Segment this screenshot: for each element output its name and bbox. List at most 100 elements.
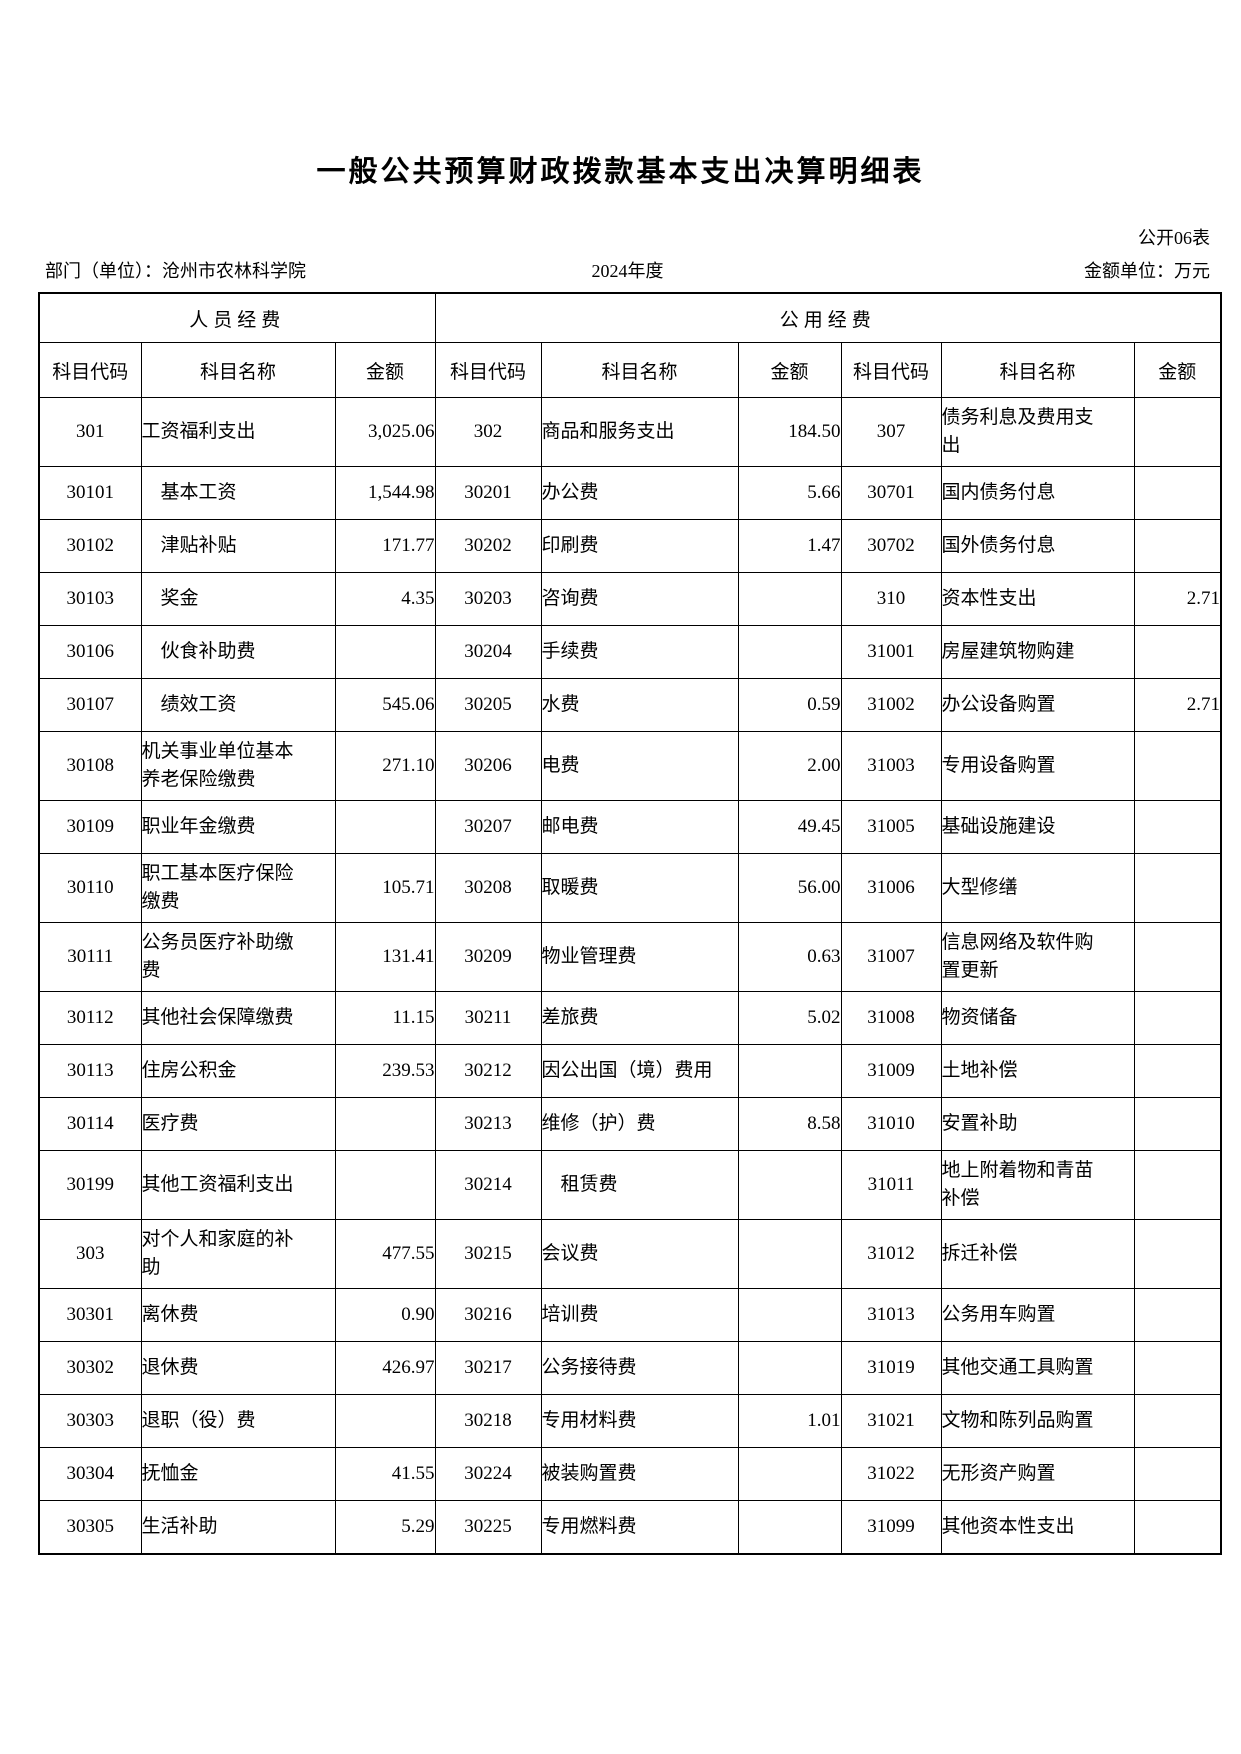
subject-name-cell: 拆迁补偿 (940, 1219, 1135, 1289)
column-header-subject-code: 科目代码 (840, 342, 942, 398)
subject-code-cell: 31099 (840, 1500, 942, 1554)
amount-cell: 5.02 (737, 991, 842, 1045)
amount-cell (334, 1394, 436, 1448)
subject-code-cell: 31005 (840, 800, 942, 854)
subject-code-cell: 30114 (38, 1097, 142, 1151)
subject-name-cell: 专用材料费 (540, 1394, 739, 1448)
subject-name-cell: 物业管理费 (540, 922, 739, 992)
subject-code-cell: 30211 (434, 991, 542, 1045)
subject-code-cell: 30304 (38, 1447, 142, 1501)
subject-name-cell: 安置补助 (940, 1097, 1135, 1151)
subject-name-cell: 因公出国（境）费用 (540, 1044, 739, 1098)
column-header-subject-code: 科目代码 (434, 342, 542, 398)
table-row: 30107 绩效工资 545.06 30205 水费 0.59 31002 办公设备购置 2.… (38, 678, 1222, 732)
amount-cell: 2.00 (737, 731, 842, 801)
subject-code-cell: 30111 (38, 922, 142, 992)
group-header-row: 人员经费 公用经费 (38, 292, 1222, 343)
subject-code-cell: 31009 (840, 1044, 942, 1098)
subject-name-cell: 机关事业单位基本 养老保险缴费 (140, 731, 336, 801)
subject-name-cell: 专用燃料费 (540, 1500, 739, 1554)
subject-name-cell: 被装购置费 (540, 1447, 739, 1501)
table-row: 30112 其他社会保障缴费 11.15 30211 差旅费 5.02 31008 物资储备 (38, 991, 1222, 1045)
subject-name-cell: 商品和服务支出 (540, 397, 739, 467)
subject-code-cell: 307 (840, 397, 942, 467)
amount-cell (737, 1219, 842, 1289)
amount-cell: 545.06 (334, 678, 436, 732)
subject-code-cell: 30110 (38, 853, 142, 923)
subject-name-cell: 邮电费 (540, 800, 739, 854)
amount-cell (737, 1341, 842, 1395)
table-row: 30303 退职（役）费 30218 专用材料费 1.01 31021 文物和陈列品购置 (38, 1394, 1222, 1448)
table-row: 303 对个人和家庭的补 助 477.55 30215 会议费 31012 拆迁补偿 (38, 1219, 1222, 1289)
subject-code-cell: 31006 (840, 853, 942, 923)
subject-code-cell: 31003 (840, 731, 942, 801)
table-row: 30199 其他工资福利支出 30214 租赁费 31011 地上附着物和青苗 补偿 (38, 1150, 1222, 1220)
subject-code-cell: 31002 (840, 678, 942, 732)
column-header-row: 科目代码 科目名称 金额 科目代码 科目名称 金额 科目代码 科目名称 金额 (38, 342, 1222, 398)
subject-name-cell: 奖金 (140, 572, 336, 626)
table-row: 30304 抚恤金 41.55 30224 被装购置费 31022 无形资产购置 (38, 1447, 1222, 1501)
subject-code-cell: 30202 (434, 519, 542, 573)
subject-code-cell: 31021 (840, 1394, 942, 1448)
subject-name-cell: 住房公积金 (140, 1044, 336, 1098)
subject-name-cell: 办公设备购置 (940, 678, 1135, 732)
column-header-subject-name: 科目名称 (540, 342, 739, 398)
amount-cell: 2.71 (1133, 678, 1222, 732)
column-header-subject-name: 科目名称 (940, 342, 1135, 398)
subject-code-cell: 30216 (434, 1288, 542, 1342)
subject-code-cell: 31012 (840, 1219, 942, 1289)
subject-code-cell: 30205 (434, 678, 542, 732)
amount-cell (1133, 922, 1222, 992)
table-row: 30114 医疗费 30213 维修（护）费 8.58 31010 安置补助 (38, 1097, 1222, 1151)
subject-name-cell: 租赁费 (540, 1150, 739, 1220)
subject-name-cell: 抚恤金 (140, 1447, 336, 1501)
table-row: 30101 基本工资 1,544.98 30201 办公费 5.66 30701 国内债务付… (38, 466, 1222, 520)
amount-cell (1133, 625, 1222, 679)
table-row: 30305 生活补助 5.29 30225 专用燃料费 31099 其他资本性支出 (38, 1500, 1222, 1554)
subject-name-cell: 债务利息及费用支 出 (940, 397, 1135, 467)
subject-code-cell: 30209 (434, 922, 542, 992)
subject-name-cell: 差旅费 (540, 991, 739, 1045)
subject-name-cell: 土地补偿 (940, 1044, 1135, 1098)
subject-code-cell: 30303 (38, 1394, 142, 1448)
amount-cell (1133, 731, 1222, 801)
subject-name-cell: 国外债务付息 (940, 519, 1135, 573)
subject-code-cell: 30305 (38, 1500, 142, 1554)
subject-code-cell: 30107 (38, 678, 142, 732)
subject-code-cell: 310 (840, 572, 942, 626)
amount-cell (1133, 466, 1222, 520)
subject-code-cell: 30208 (434, 853, 542, 923)
column-header-amount: 金额 (1133, 342, 1222, 398)
amount-cell (334, 625, 436, 679)
page-title: 一般公共预算财政拨款基本支出决算明细表 (316, 156, 925, 188)
subject-code-cell: 303 (38, 1219, 142, 1289)
subject-code-cell: 30207 (434, 800, 542, 854)
amount-cell: 1.01 (737, 1394, 842, 1448)
amount-cell: 11.15 (334, 991, 436, 1045)
subject-name-cell: 咨询费 (540, 572, 739, 626)
subject-name-cell: 其他资本性支出 (940, 1500, 1135, 1554)
amount-cell: 5.66 (737, 466, 842, 520)
amount-cell: 239.53 (334, 1044, 436, 1098)
amount-cell (1133, 800, 1222, 854)
subject-name-cell: 印刷费 (540, 519, 739, 573)
budget-detail-table: 人员经费 公用经费 科目代码 科目名称 金额 科目代码 科目名称 金额 科目代码… (38, 292, 1223, 1555)
subject-name-cell: 基本工资 (140, 466, 336, 520)
subject-code-cell: 30218 (434, 1394, 542, 1448)
subject-code-cell: 30113 (38, 1044, 142, 1098)
subject-code-cell: 31022 (840, 1447, 942, 1501)
amount-cell: 184.50 (737, 397, 842, 467)
amount-cell: 1,544.98 (334, 466, 436, 520)
subject-name-cell: 公务接待费 (540, 1341, 739, 1395)
amount-cell: 131.41 (334, 922, 436, 992)
subject-name-cell: 房屋建筑物购建 (940, 625, 1135, 679)
subject-code-cell: 302 (434, 397, 542, 467)
table-row: 30113 住房公积金 239.53 30212 因公出国（境）费用 31009 土地补偿 (38, 1044, 1222, 1098)
amount-cell (1133, 991, 1222, 1045)
group-header-public-funds: 公用经费 (434, 292, 1222, 343)
subject-code-cell: 31001 (840, 625, 942, 679)
amount-cell (737, 1044, 842, 1098)
amount-unit-label: 金额单位：万元 (1084, 261, 1210, 281)
column-header-amount: 金额 (737, 342, 842, 398)
